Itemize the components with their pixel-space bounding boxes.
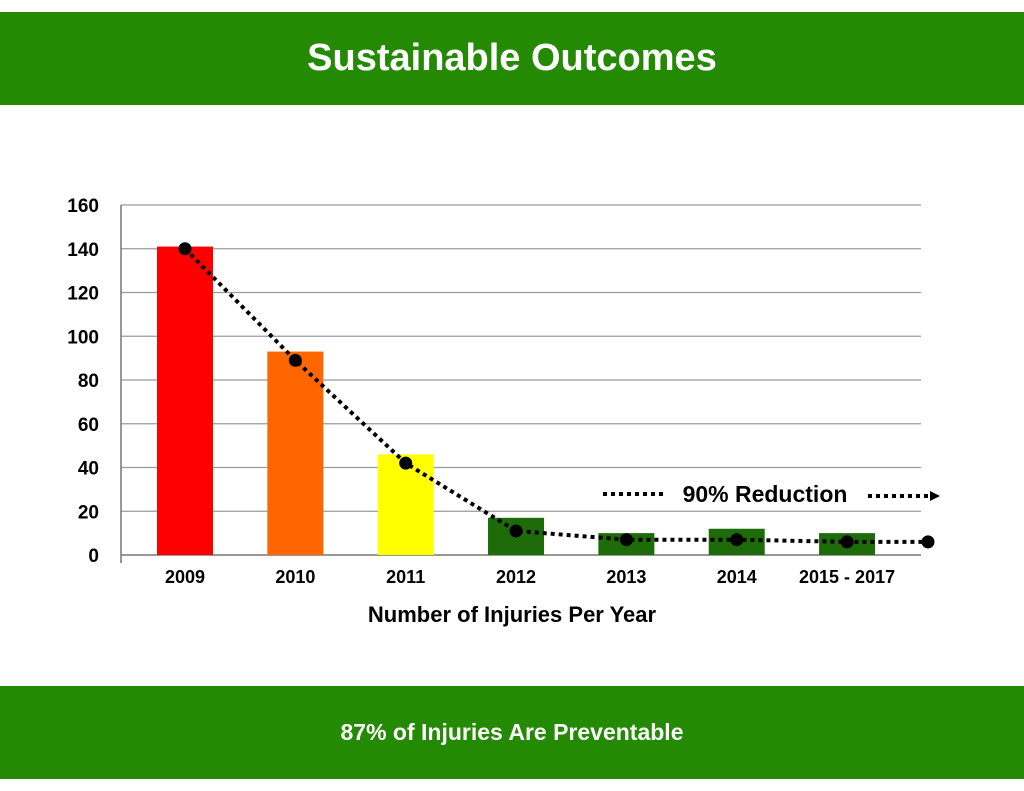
bar-2011 — [377, 454, 434, 555]
reduction-annotation: 90% Reduction — [603, 481, 940, 507]
trend-point — [288, 353, 302, 367]
x-tick-label: 2015 - 2017 — [799, 567, 895, 587]
footer-text: 87% of Injuries Are Preventable — [340, 719, 684, 745]
y-tick-label: 160 — [67, 196, 99, 217]
trend-point — [509, 524, 523, 538]
header-banner: Sustainable Outcomes — [0, 12, 1024, 105]
y-tick-label: 120 — [67, 284, 99, 305]
x-tick-labels: 2009 2010 2011 2012 2013 2014 2015 - 2017 — [165, 567, 895, 587]
trendline — [178, 242, 935, 549]
x-tick-label: 2013 — [606, 567, 646, 587]
x-axis-label: Number of Injuries Per Year — [368, 602, 657, 627]
x-tick-label: 2012 — [496, 567, 536, 587]
annotation-text: 90% Reduction — [683, 481, 848, 507]
gridlines — [121, 204, 921, 512]
x-tick-label: 2009 — [165, 567, 205, 587]
trend-point — [619, 533, 633, 547]
trend-point — [399, 456, 413, 470]
y-tick-label: 0 — [88, 546, 99, 567]
footer-banner: 87% of Injuries Are Preventable — [0, 686, 1024, 779]
y-tick-label: 140 — [67, 240, 99, 261]
trend-point — [921, 535, 935, 549]
bar-2009 — [157, 246, 213, 555]
y-tick-label: 40 — [78, 459, 99, 480]
y-tick-label: 20 — [78, 502, 99, 523]
x-tick-label: 2014 — [717, 567, 757, 587]
trend-point — [178, 242, 192, 256]
trend-point — [730, 533, 744, 547]
axes — [120, 205, 921, 563]
trend-point — [840, 535, 854, 549]
y-tick-label: 60 — [78, 415, 99, 436]
page-title: Sustainable Outcomes — [307, 37, 717, 79]
x-tick-label: 2011 — [386, 567, 425, 587]
y-tick-label: 100 — [67, 327, 99, 348]
y-tick-label: 80 — [78, 371, 99, 392]
x-tick-label: 2010 — [275, 567, 315, 587]
bar-2010 — [267, 351, 324, 555]
y-tick-labels: 0 20 40 60 80 100 120 140 160 — [67, 196, 99, 567]
